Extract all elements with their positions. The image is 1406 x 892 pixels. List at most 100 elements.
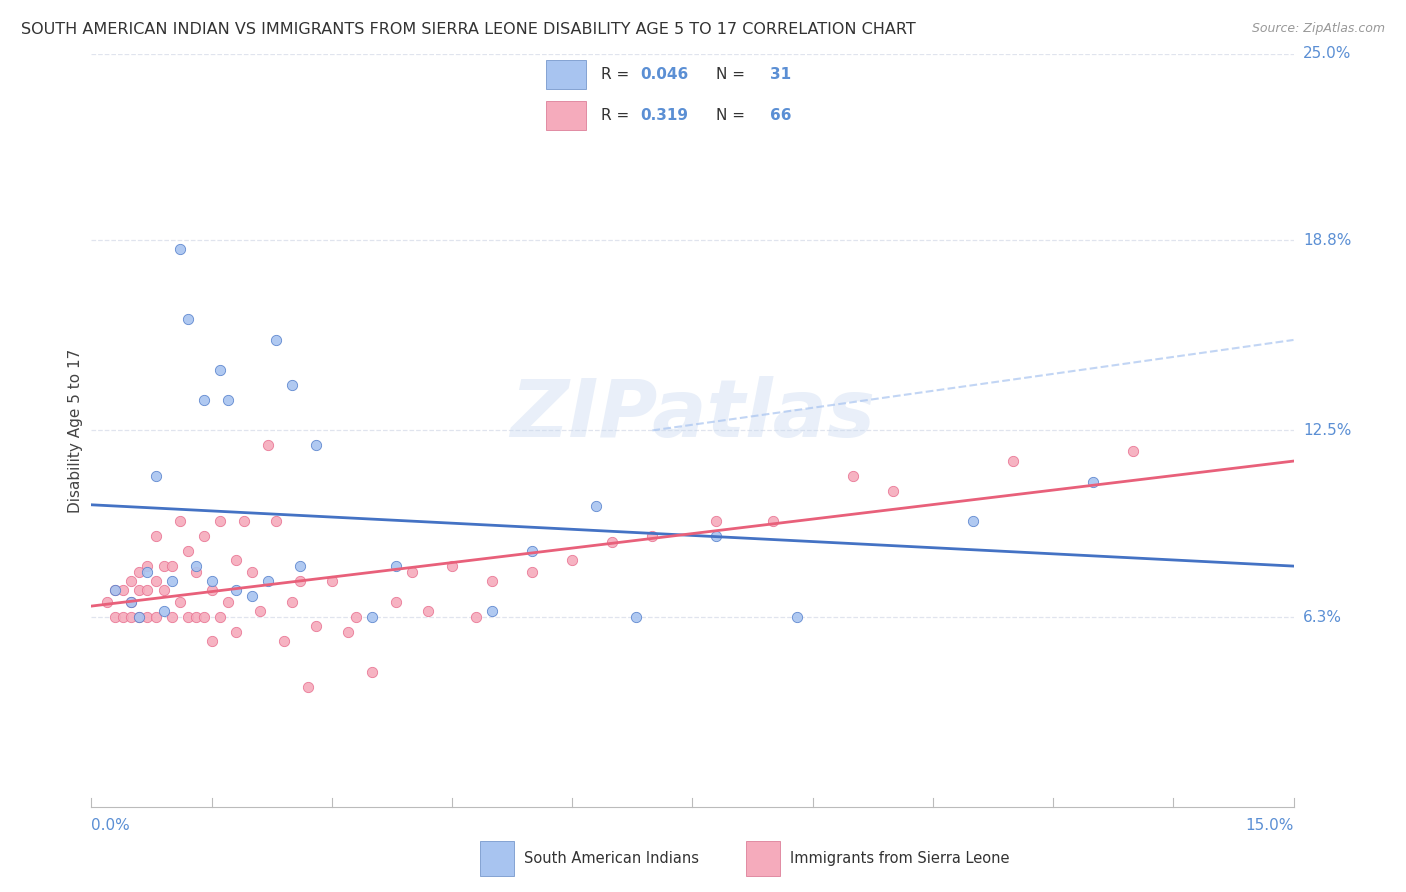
Point xyxy=(104,610,127,624)
Text: R =: R = xyxy=(600,108,634,123)
Text: 0.0%: 0.0% xyxy=(91,818,131,833)
Text: South American Indians: South American Indians xyxy=(523,851,699,866)
Text: 6.3%: 6.3% xyxy=(1303,610,1343,624)
Text: 18.8%: 18.8% xyxy=(1303,233,1351,248)
Text: 25.0%: 25.0% xyxy=(1303,46,1351,61)
Point xyxy=(305,438,328,452)
Point xyxy=(1083,475,1105,489)
Point xyxy=(176,311,198,326)
Point xyxy=(264,333,287,347)
Point xyxy=(288,559,311,574)
Point xyxy=(297,680,319,694)
Point xyxy=(121,595,143,609)
Point xyxy=(136,559,159,574)
Point xyxy=(344,610,367,624)
Point xyxy=(281,378,304,392)
Point xyxy=(145,468,167,483)
Point xyxy=(160,559,183,574)
Text: 15.0%: 15.0% xyxy=(1246,818,1294,833)
Point xyxy=(193,610,215,624)
Point xyxy=(1122,444,1144,458)
Point xyxy=(225,625,247,640)
Point xyxy=(128,583,150,598)
Point xyxy=(152,583,174,598)
Point xyxy=(208,363,231,377)
Point xyxy=(104,583,127,598)
Point xyxy=(706,514,728,528)
Point xyxy=(145,610,167,624)
Point xyxy=(256,438,278,452)
Bar xyxy=(747,841,780,876)
Point xyxy=(201,574,224,589)
Point xyxy=(321,574,343,589)
Point xyxy=(201,583,224,598)
Point xyxy=(264,514,287,528)
Point xyxy=(273,634,295,648)
Point xyxy=(465,610,488,624)
Point xyxy=(112,610,135,624)
Bar xyxy=(481,841,515,876)
Point xyxy=(121,574,143,589)
Point xyxy=(176,610,198,624)
Text: Source: ZipAtlas.com: Source: ZipAtlas.com xyxy=(1251,22,1385,36)
Point xyxy=(706,529,728,543)
Bar xyxy=(547,61,586,89)
Point xyxy=(962,514,984,528)
Point xyxy=(240,565,263,579)
Text: ZIPatlas: ZIPatlas xyxy=(510,376,875,454)
Point xyxy=(232,514,254,528)
Point xyxy=(128,565,150,579)
Y-axis label: Disability Age 5 to 17: Disability Age 5 to 17 xyxy=(67,348,83,513)
Point xyxy=(225,583,247,598)
Point xyxy=(184,610,207,624)
Point xyxy=(762,514,785,528)
Point xyxy=(336,625,359,640)
Point xyxy=(152,604,174,618)
Text: 31: 31 xyxy=(770,67,792,82)
Point xyxy=(481,574,503,589)
Point xyxy=(249,604,271,618)
Point xyxy=(208,514,231,528)
Point xyxy=(208,610,231,624)
Point xyxy=(184,565,207,579)
Point xyxy=(585,499,607,513)
Point xyxy=(225,553,247,567)
Text: SOUTH AMERICAN INDIAN VS IMMIGRANTS FROM SIERRA LEONE DISABILITY AGE 5 TO 17 COR: SOUTH AMERICAN INDIAN VS IMMIGRANTS FROM… xyxy=(21,22,915,37)
Point xyxy=(193,529,215,543)
Point xyxy=(360,665,382,679)
Point xyxy=(385,559,408,574)
Point xyxy=(401,565,423,579)
Point xyxy=(121,595,143,609)
Text: 0.319: 0.319 xyxy=(640,108,688,123)
Point xyxy=(1001,453,1024,467)
Point xyxy=(176,544,198,558)
Point xyxy=(561,553,583,567)
Point xyxy=(145,529,167,543)
Point xyxy=(522,544,544,558)
Point xyxy=(136,583,159,598)
Point xyxy=(160,574,183,589)
Point xyxy=(416,604,439,618)
Point xyxy=(184,559,207,574)
Point xyxy=(385,595,408,609)
Text: Immigrants from Sierra Leone: Immigrants from Sierra Leone xyxy=(790,851,1010,866)
Text: N =: N = xyxy=(716,108,749,123)
Point xyxy=(152,559,174,574)
Point xyxy=(305,619,328,633)
Text: N =: N = xyxy=(716,67,749,82)
Text: 66: 66 xyxy=(770,108,792,123)
Text: R =: R = xyxy=(600,67,634,82)
Point xyxy=(128,610,150,624)
Point xyxy=(522,565,544,579)
Point xyxy=(481,604,503,618)
Point xyxy=(128,610,150,624)
Point xyxy=(169,243,191,257)
Point xyxy=(240,589,263,603)
Point xyxy=(169,595,191,609)
Point xyxy=(193,393,215,408)
Bar xyxy=(547,101,586,130)
Point xyxy=(160,610,183,624)
Point xyxy=(786,610,808,624)
Point xyxy=(104,583,127,598)
Point xyxy=(841,468,863,483)
